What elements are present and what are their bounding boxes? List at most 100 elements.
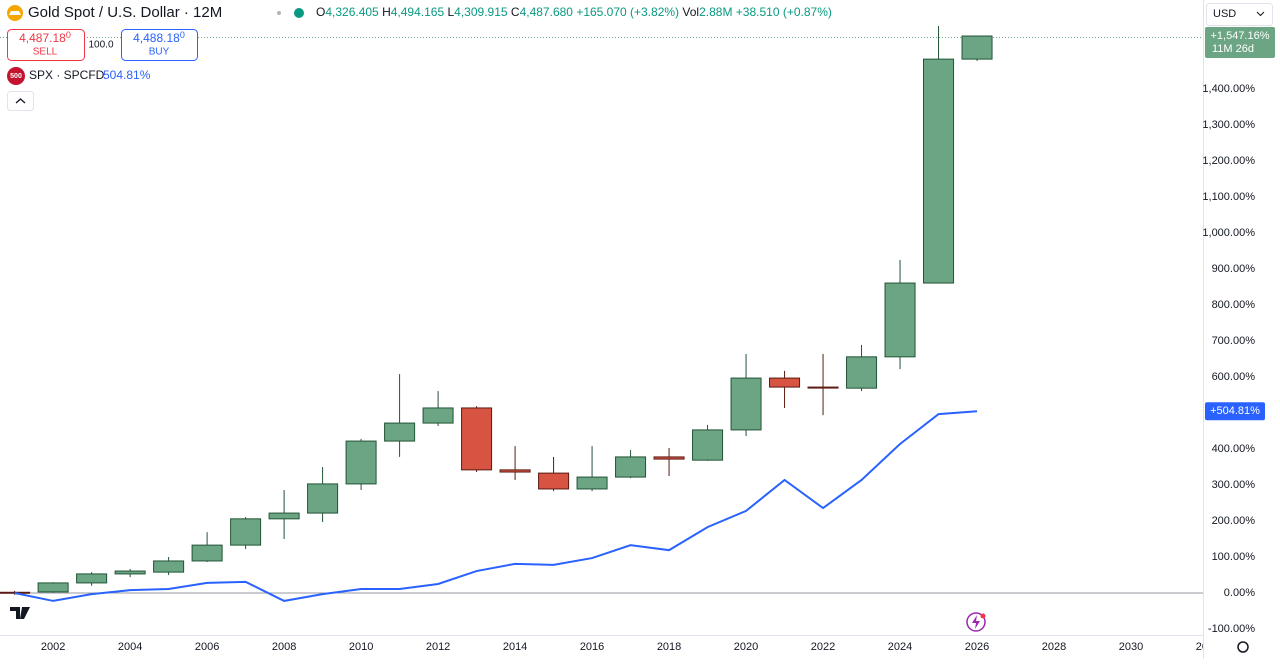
candle-body [461, 407, 493, 471]
settings-icon[interactable] [1237, 641, 1249, 653]
y-tick-label: 1,400.00% [1202, 83, 1255, 95]
x-tick-label: 2028 [1042, 641, 1066, 653]
countdown-label: 11M 26d [1212, 43, 1254, 55]
ohlc-value: 4,494.165 [391, 5, 445, 19]
ohlc-value: 4,326.405 [325, 5, 379, 19]
candle-body [422, 407, 454, 424]
candle-body [730, 377, 762, 431]
spread: 100.0 [88, 40, 113, 51]
compare-badge [7, 67, 25, 85]
ohlc-label: H [382, 5, 391, 19]
legend-name: SPX · SPCFD [29, 68, 105, 82]
x-tick-label: 2022 [811, 641, 835, 653]
candle-body [114, 570, 146, 575]
y-tick-label: 300.00% [1212, 479, 1256, 491]
candle-body [37, 582, 69, 593]
candle-body [961, 35, 993, 60]
currency-label[interactable]: USD [1213, 8, 1236, 20]
x-tick-label: 2032 [1196, 641, 1220, 653]
y-tick-label: 1,100.00% [1202, 191, 1255, 203]
candle-body [769, 377, 801, 388]
x-tick-label: 2002 [41, 641, 65, 653]
separator-dot [277, 11, 281, 15]
candle-body [538, 472, 570, 490]
x-tick-label: 2014 [503, 641, 527, 653]
y-tick-label: 0.00% [1224, 587, 1255, 599]
y-tick-label: 700.00% [1212, 335, 1256, 347]
buy-label[interactable]: BUY [149, 47, 170, 58]
x-tick-label: 2018 [657, 641, 681, 653]
candle-body [499, 469, 531, 473]
candle-body [846, 356, 878, 389]
candle-body [76, 573, 108, 584]
y-tick-label: 400.00% [1212, 443, 1256, 455]
y-tick-label: 900.00% [1212, 263, 1256, 275]
ohlc-label: C [511, 5, 520, 19]
candle-body [692, 429, 724, 461]
y-tick-label: 100.00% [1212, 551, 1256, 563]
candle-body [307, 483, 339, 514]
compare-line [14, 410, 978, 602]
candle-body [923, 58, 955, 284]
candle-body [807, 386, 839, 389]
x-tick-label: 2004 [118, 641, 142, 653]
y-tick-label: 1,300.00% [1202, 119, 1255, 131]
candle-body [230, 518, 262, 546]
candle-body [576, 476, 608, 490]
buy-price[interactable]: 4,488.180 [133, 30, 185, 45]
buy-price-sup[interactable]: 0 [180, 30, 185, 40]
tv-logo [10, 607, 30, 619]
x-tick-label: 2020 [734, 641, 758, 653]
compare-axis-tag [1205, 402, 1265, 421]
candle-body [191, 544, 223, 562]
candle-body [153, 560, 185, 573]
volume-label: Vol [682, 5, 699, 19]
candle-body [384, 422, 416, 442]
market-status [294, 8, 304, 18]
currency-button[interactable] [1206, 3, 1273, 26]
collapse-button[interactable] [7, 91, 34, 111]
buy-price-main[interactable]: 4,488.18 [133, 31, 180, 45]
x-tick-label: 2008 [272, 641, 296, 653]
x-tick-label: 2012 [426, 641, 450, 653]
x-tick-label: 2030 [1119, 641, 1143, 653]
ohlc-value: 4,487.680 [520, 5, 574, 19]
x-tick-label: 2010 [349, 641, 373, 653]
news-icon-glyph [972, 615, 980, 629]
x-tick-label: 2024 [888, 641, 912, 653]
collapse-icon [15, 98, 26, 104]
sell-label[interactable]: SELL [33, 47, 58, 58]
last-price-tag [1205, 27, 1275, 59]
y-tick-label: -100.00% [1208, 623, 1255, 635]
volume-value: 2.88M [699, 5, 732, 19]
y-tick-label: 600.00% [1212, 371, 1256, 383]
legend-value: 504.81% [103, 68, 151, 82]
sell-button[interactable] [7, 29, 85, 61]
y-tick-label: 200.00% [1212, 515, 1256, 527]
y-tick-label: 1,200.00% [1202, 155, 1255, 167]
buy-button[interactable] [121, 29, 198, 61]
symbol-icon-glyph [9, 11, 21, 15]
compare-badge-text: 500 [10, 73, 22, 80]
candle-body [615, 456, 647, 478]
sell-price[interactable]: 4,487.180 [19, 30, 71, 45]
x-tick-label: 2006 [195, 641, 219, 653]
symbol-title: Gold Spot / U.S. Dollar · 12M [28, 4, 222, 21]
change-value: +165.070 (+3.82%) [576, 5, 679, 19]
compare-axis-label: +504.81% [1210, 405, 1260, 417]
sell-price-main[interactable]: 4,487.18 [19, 31, 66, 45]
candle-body [268, 512, 300, 520]
ohlc-label: L [447, 5, 454, 19]
x-tick-label: 2026 [965, 641, 989, 653]
y-tick-label: 800.00% [1212, 299, 1256, 311]
ohlc-value: 4,309.915 [454, 5, 508, 19]
ohlc-label: O [316, 5, 325, 19]
y-tick-label: 1,000.00% [1202, 227, 1255, 239]
x-tick-label: 2016 [580, 641, 604, 653]
news-dot [980, 613, 986, 619]
candle-body [653, 456, 685, 460]
sell-price-sup[interactable]: 0 [66, 30, 71, 40]
plot-area: 2002 2004 2006 2008 2010 2012 2014 2016 2018 2020… [0, 25, 1220, 653]
currency-chevron [1256, 11, 1265, 17]
